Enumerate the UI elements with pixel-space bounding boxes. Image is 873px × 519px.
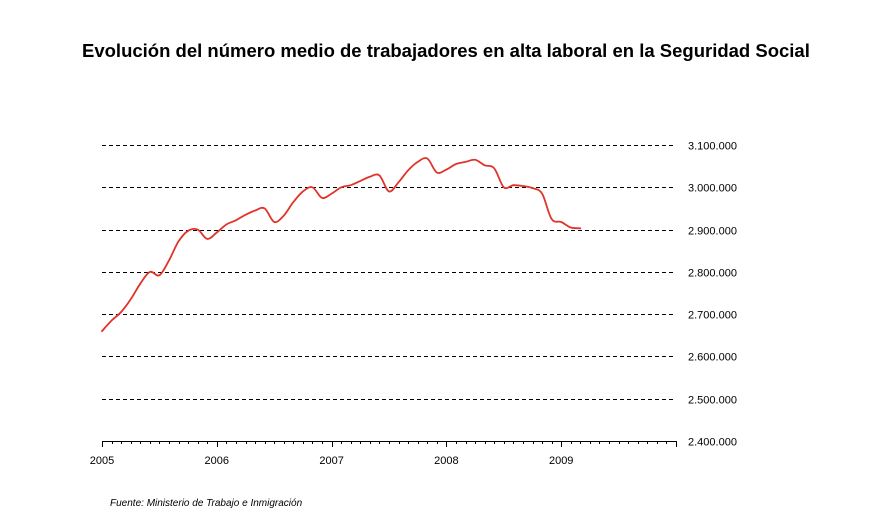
- x-tick-label: 2009: [549, 455, 573, 467]
- series-layer: [101, 157, 582, 332]
- x-tick-label: 2008: [434, 455, 458, 467]
- gridlines: [102, 145, 676, 400]
- x-tick-label: 2005: [90, 455, 114, 467]
- y-axis-labels: 3.100.000 3.000.000 2.900.000 2.800.000 2.70…: [688, 141, 737, 449]
- y-tick-label: 3.000.000: [688, 183, 737, 195]
- chart-title: Evolución del número medio de trabajador…: [82, 40, 810, 61]
- y-tick-label: 2.900.000: [688, 226, 737, 238]
- y-tick-label: 2.600.000: [688, 352, 737, 364]
- x-axis-labels: 2005 2006 2007 2008 2009: [90, 455, 574, 467]
- y-tick-label: 3.100.000: [688, 141, 737, 153]
- y-tick-label: 2.700.000: [688, 310, 737, 322]
- y-tick-label: 2.400.000: [688, 437, 737, 449]
- x-tick-label: 2006: [205, 455, 229, 467]
- x-tick-label: 2007: [319, 455, 343, 467]
- series-line: [101, 157, 582, 332]
- y-tick-label: 2.500.000: [688, 395, 737, 407]
- x-axis: [102, 441, 677, 447]
- source-note: Fuente: Ministerio de Trabajo e Inmigrac…: [110, 498, 303, 509]
- y-tick-label: 2.800.000: [688, 268, 737, 280]
